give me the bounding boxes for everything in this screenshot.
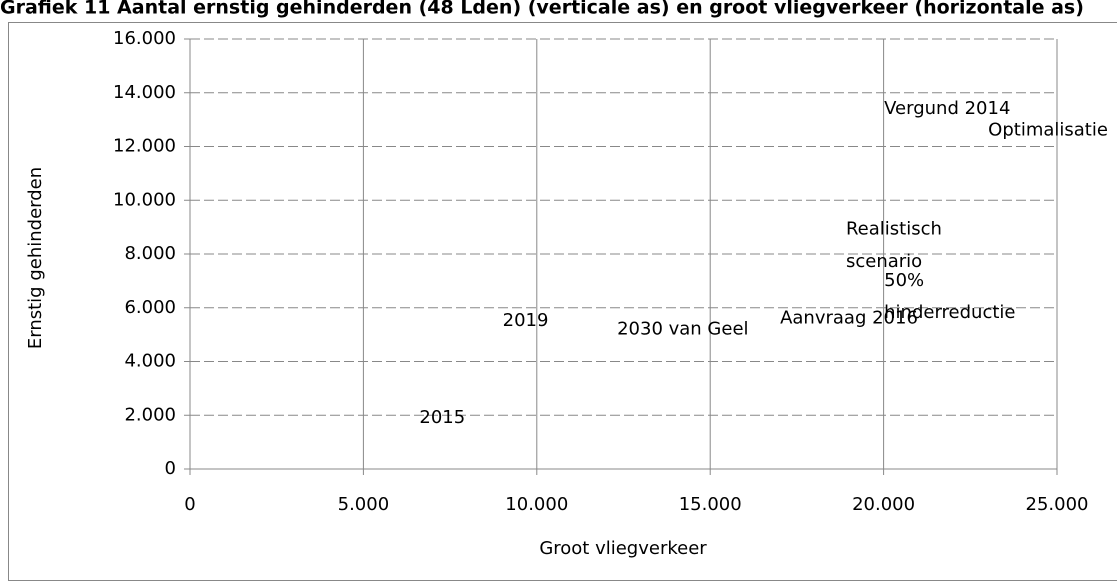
- point-label: Optimalisatie: [988, 119, 1108, 140]
- x-tick-label: 25.000: [1026, 494, 1089, 515]
- y-tick-label: 4.000: [124, 351, 176, 372]
- y-tick-label: 14.000: [113, 82, 176, 103]
- x-tick-label: 0: [184, 494, 195, 515]
- point-label: 2030 van Geel: [617, 318, 748, 339]
- y-tick-label: 0: [165, 458, 176, 479]
- y-tick-label: 6.000: [124, 297, 176, 318]
- y-tick-label: 8.000: [124, 243, 176, 264]
- point-label: 2019: [503, 310, 549, 331]
- chart-title: Grafiek 11 Aantal ernstig gehinderden (4…: [0, 0, 1084, 19]
- point-label: Aanvraag 2016: [780, 308, 918, 329]
- x-axis-label: Groot vliegverkeer: [539, 538, 707, 559]
- y-axis-label: Ernstig gehinderden: [25, 167, 46, 349]
- y-tick-label: 2.000: [124, 404, 176, 425]
- y-tick-label: 16.000: [113, 28, 176, 49]
- point-label: Vergund 2014: [884, 98, 1010, 119]
- chart-frame: [8, 22, 1117, 581]
- point-label: 2015: [419, 407, 465, 428]
- y-tick-label: 10.000: [113, 189, 176, 210]
- y-tick-label: 12.000: [113, 136, 176, 157]
- point-label: 50% hinderreductie: [884, 270, 1015, 323]
- x-tick-label: 10.000: [505, 494, 568, 515]
- x-tick-label: 15.000: [679, 494, 742, 515]
- point-label: Realistisch scenario: [846, 219, 942, 272]
- x-tick-label: 5.000: [338, 494, 390, 515]
- x-tick-label: 20.000: [852, 494, 915, 515]
